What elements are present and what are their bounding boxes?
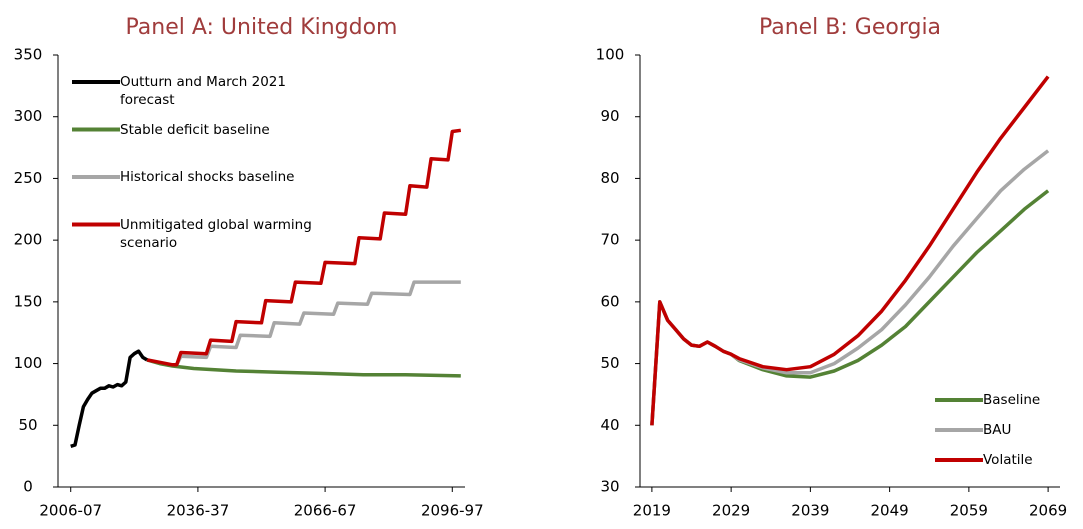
legend-label-box: BAU [983,422,1012,438]
x-tick-label: 2096-97 [421,502,484,520]
y-tick-label: 90 [600,107,619,125]
y-tick-label: 40 [600,416,619,434]
x-tick-label: 2069 [1029,502,1067,520]
y-tick-label: 350 [14,46,43,64]
y-tick-label: 0 [23,478,33,496]
x-tick-label: 2066-67 [294,502,357,520]
y-tick-label: 300 [14,107,43,125]
legend-label-box: Stable deficit baseline [120,121,270,138]
legend-label: Unmitigated global warming scenario [120,216,312,251]
x-tick-label: 2049 [871,502,909,520]
legend-label: Historical shocks baseline [120,169,295,185]
legend-label: BAU [983,422,1012,438]
x-tick-label: 2036-37 [167,502,230,520]
y-tick-label: 200 [14,231,43,249]
y-tick-label: 50 [18,416,37,434]
y-tick-label: 50 [600,354,619,372]
legend-label: Volatile [983,452,1033,468]
legend-label: Stable deficit baseline [120,121,270,138]
y-tick-label: 100 [14,354,43,372]
x-tick-label: 2059 [950,502,988,520]
series-line [146,358,461,378]
series-line [650,149,1050,426]
legend-label: Outturn and March 2021 forecast [120,74,286,108]
series-line [172,280,461,367]
y-tick-label: 30 [600,478,619,496]
x-tick-label: 2019 [633,502,671,520]
legend-label-box: Volatile [983,452,1033,468]
legend-label-box: Outturn and March 2021 forecast [120,74,286,108]
series-line [650,75,1050,426]
y-tick-label: 80 [600,169,619,187]
series-line [146,128,462,367]
legend-label: Baseline [983,392,1041,408]
x-tick-label: 2039 [791,502,829,520]
y-tick-label: 150 [14,292,43,310]
x-tick-label: 2029 [712,502,750,520]
legend-label-box: Unmitigated global warming scenario [120,216,312,251]
y-tick-label: 100 [596,46,625,64]
legend-label-box: Historical shocks baseline [120,169,295,185]
y-tick-label: 60 [600,292,619,310]
panel-title: Panel B: Georgia [759,15,941,40]
x-tick-label: 2006-07 [39,502,102,520]
y-tick-label: 70 [600,231,619,249]
panel-title: Panel A: United Kingdom [126,15,398,40]
series-line [70,349,148,448]
legend-label-box: Baseline [983,392,1041,408]
y-tick-label: 250 [14,169,43,187]
